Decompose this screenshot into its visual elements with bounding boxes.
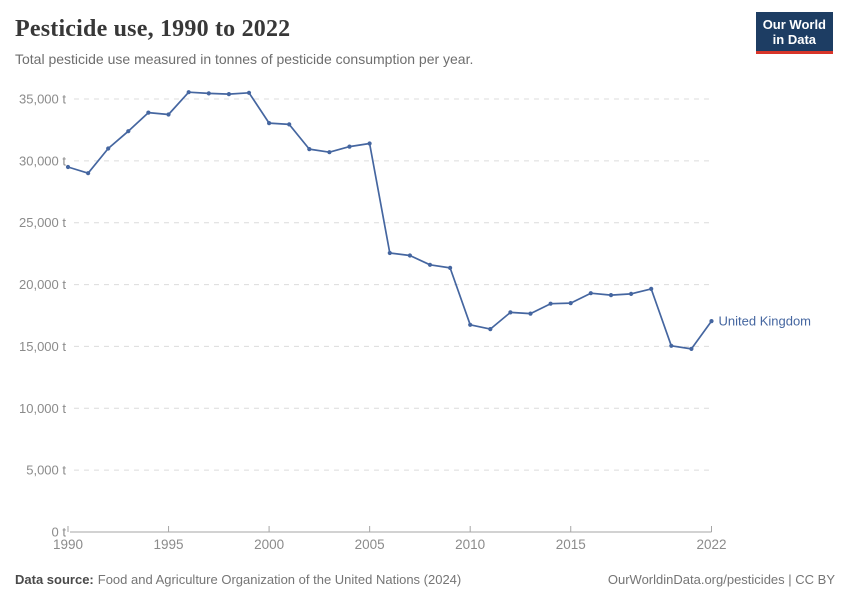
x-tick-label: 2000 bbox=[254, 537, 284, 552]
data-point-marker bbox=[427, 262, 433, 267]
data-point-marker bbox=[588, 291, 593, 296]
data-point-marker bbox=[186, 90, 191, 95]
chart-subtitle: Total pesticide use measured in tonnes o… bbox=[15, 51, 474, 67]
y-tick-label: 30,000 t bbox=[19, 153, 66, 168]
series-entity-label[interactable]: United Kingdom bbox=[719, 314, 812, 329]
x-tick-label: 2022 bbox=[696, 537, 726, 552]
data-point-marker bbox=[106, 146, 111, 151]
x-tick-label: 1990 bbox=[53, 537, 83, 552]
x-tick-label: 2005 bbox=[355, 537, 385, 552]
data-point-marker bbox=[488, 327, 493, 332]
data-point-marker bbox=[629, 291, 634, 296]
data-source-label: Data source: bbox=[15, 572, 94, 587]
data-point-marker bbox=[267, 121, 272, 126]
chart-footer: Data source: Food and Agriculture Organiz… bbox=[15, 572, 835, 587]
data-point-marker bbox=[367, 141, 372, 146]
y-tick-label: 5,000 t bbox=[26, 463, 66, 478]
data-point-marker bbox=[347, 144, 352, 149]
data-point-marker bbox=[307, 147, 312, 152]
data-point-marker bbox=[709, 319, 714, 324]
x-tick-label: 1995 bbox=[154, 537, 184, 552]
y-tick-label: 10,000 t bbox=[19, 401, 66, 416]
owid-logo[interactable]: Our World in Data bbox=[755, 12, 833, 54]
data-point-marker bbox=[468, 322, 473, 327]
data-point-marker bbox=[407, 253, 412, 258]
data-point-marker bbox=[448, 265, 453, 270]
data-point-marker bbox=[246, 90, 252, 95]
data-point-marker bbox=[206, 91, 211, 96]
data-point-marker bbox=[126, 129, 131, 134]
data-point-marker bbox=[649, 286, 654, 291]
data-point-marker bbox=[226, 92, 231, 97]
y-tick-label: 20,000 t bbox=[19, 277, 66, 292]
data-source: Data source: Food and Agriculture Organiz… bbox=[15, 572, 461, 587]
data-point-marker bbox=[669, 343, 674, 348]
y-tick-label: 25,000 t bbox=[19, 215, 66, 230]
data-point-marker bbox=[568, 301, 573, 306]
y-tick-label: 35,000 t bbox=[19, 92, 66, 107]
data-point-marker bbox=[387, 250, 392, 256]
data-point-marker bbox=[608, 293, 614, 298]
data-point-marker bbox=[86, 171, 91, 176]
data-point-marker bbox=[166, 112, 171, 117]
data-point-marker bbox=[327, 150, 332, 155]
y-tick-label: 0 t bbox=[52, 525, 67, 540]
y-tick-label: 15,000 t bbox=[19, 339, 66, 354]
x-tick-label: 2015 bbox=[556, 537, 586, 552]
series-line[interactable] bbox=[67, 91, 713, 350]
data-point-marker bbox=[689, 346, 694, 351]
data-source-text: Food and Agriculture Organization of the… bbox=[97, 572, 462, 587]
data-point-marker bbox=[548, 301, 553, 306]
x-tick-label: 2010 bbox=[455, 537, 485, 552]
owid-logo-line2: in Data bbox=[772, 32, 817, 47]
page-title: Pesticide use, 1990 to 2022 bbox=[15, 16, 291, 42]
data-point-marker bbox=[528, 311, 533, 316]
data-point-marker bbox=[146, 110, 151, 115]
data-point-marker bbox=[287, 122, 292, 127]
owid-logo-line1: Our World bbox=[762, 17, 826, 32]
data-point-marker bbox=[508, 310, 513, 315]
owid-url-license-link[interactable]: OurWorldinData.org/pesticides | CC BY bbox=[607, 572, 835, 587]
data-point-marker bbox=[65, 164, 71, 170]
